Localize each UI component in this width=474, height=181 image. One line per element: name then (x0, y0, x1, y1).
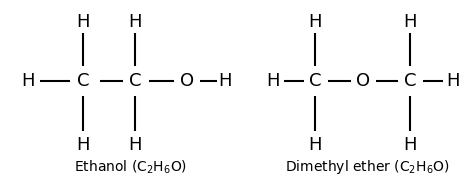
Text: Ethanol (C$_{2}$H$_{6}$O): Ethanol (C$_{2}$H$_{6}$O) (74, 158, 187, 176)
Text: H: H (76, 136, 90, 154)
Text: H: H (309, 136, 322, 154)
Text: O: O (180, 72, 194, 90)
Text: H: H (128, 136, 142, 154)
Text: H: H (266, 72, 279, 90)
Text: H: H (76, 13, 90, 31)
Text: H: H (403, 136, 417, 154)
Text: H: H (22, 72, 35, 90)
Text: H: H (403, 13, 417, 31)
Text: H: H (128, 13, 142, 31)
Text: C: C (404, 72, 416, 90)
Text: C: C (129, 72, 141, 90)
Text: C: C (309, 72, 321, 90)
Text: C: C (77, 72, 89, 90)
Text: H: H (219, 72, 232, 90)
Text: H: H (309, 13, 322, 31)
Text: O: O (356, 72, 370, 90)
Text: H: H (446, 72, 459, 90)
Text: Dimethyl ether (C$_{2}$H$_{6}$O): Dimethyl ether (C$_{2}$H$_{6}$O) (285, 158, 450, 176)
